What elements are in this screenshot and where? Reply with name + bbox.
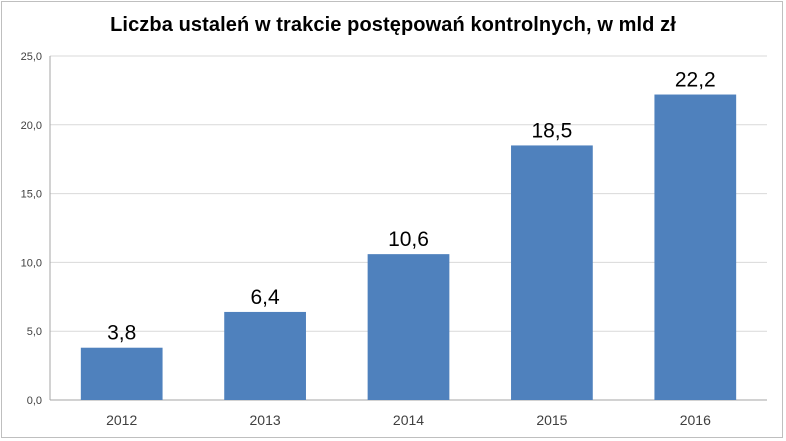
bar [224, 311, 306, 400]
x-tick-label: 2015 [536, 412, 567, 428]
y-axis: 0,0 5,0 10,0 15,0 20,0 25,0 [21, 51, 51, 407]
x-tick-label: 2012 [106, 412, 137, 428]
data-label: 10,6 [388, 228, 429, 251]
bar [511, 145, 593, 400]
bar [654, 94, 737, 400]
x-axis: 2012 2013 2014 2015 2016 [106, 412, 711, 428]
y-tick-label: 0,0 [27, 395, 42, 407]
y-tick-label: 20,0 [21, 120, 42, 132]
data-labels: 3,8 6,4 10,6 18,5 22,2 [107, 69, 716, 345]
data-label: 22,2 [675, 69, 716, 92]
x-tick-label: 2013 [250, 412, 281, 428]
y-tick-label: 15,0 [21, 189, 42, 201]
bar [80, 347, 163, 400]
data-label: 18,5 [531, 119, 572, 142]
y-tick-label: 10,0 [21, 257, 42, 269]
y-tick-label: 25,0 [21, 51, 42, 63]
x-tick-label: 2016 [680, 412, 711, 428]
data-label: 6,4 [250, 286, 280, 309]
chart-title: Liczba ustaleń w trakcie postępowań kont… [110, 14, 676, 36]
data-label: 3,8 [107, 322, 136, 345]
x-tick-label: 2014 [393, 412, 424, 428]
y-tick-label: 5,0 [27, 326, 42, 338]
bars [80, 94, 737, 400]
bar [367, 254, 450, 400]
